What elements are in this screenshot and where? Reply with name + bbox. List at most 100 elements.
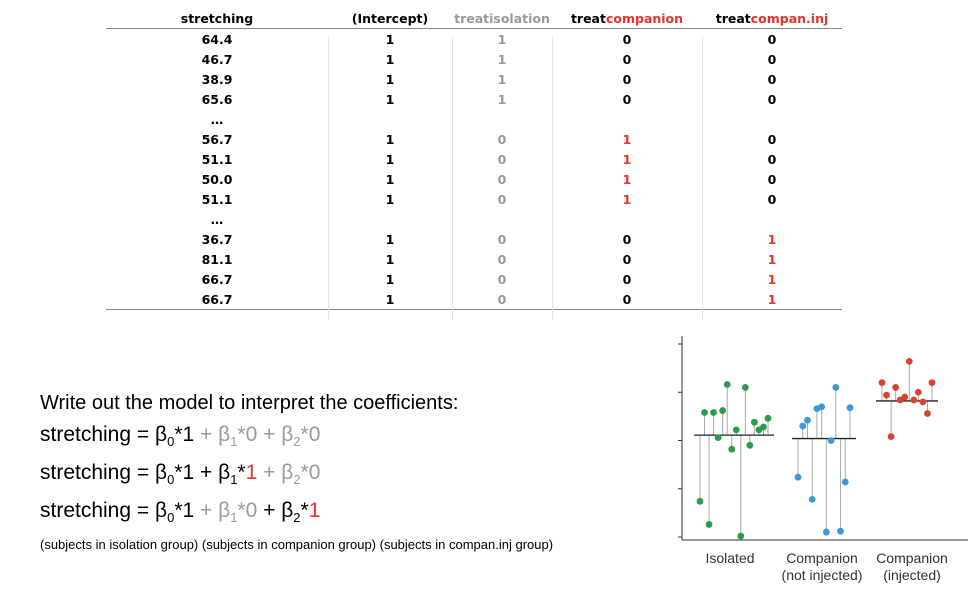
equation-term: 1: [245, 461, 258, 485]
x-tick-label: (not injected): [782, 567, 863, 583]
table-cell: [328, 109, 452, 129]
x-tick-label: Isolated: [705, 550, 754, 566]
table-cell: 1: [328, 289, 452, 310]
header-text: treatisolation: [454, 10, 550, 26]
equation-term: 0: [167, 472, 175, 488]
equation-term: *0: [300, 461, 321, 485]
equation-term: *: [300, 499, 309, 523]
data-point: [764, 414, 772, 422]
table-cell: 0: [767, 71, 777, 87]
table-cell: [702, 109, 842, 129]
table-body: 64.4 1 1 0 0 46.7 1 1 0 0 38.9 1 1 0 0 65.6 1 1 0 0… 56.7 1 0 1…: [106, 29, 842, 310]
data-point: [746, 441, 754, 449]
table-cell: 0: [622, 31, 632, 47]
equation-term: 1: [230, 472, 238, 488]
data-point: [919, 398, 927, 406]
table-cell: 0: [622, 231, 632, 247]
equation-term: 1: [308, 499, 321, 523]
data-point: [837, 527, 844, 535]
table-cell: 0: [497, 151, 507, 167]
equation-term: stretching =: [40, 499, 155, 523]
equation-term: 0: [167, 434, 175, 450]
data-point: [760, 423, 767, 431]
table-cell: …: [210, 211, 224, 227]
equation-term: *1: [174, 461, 195, 485]
header-cell: treatcompanion: [552, 8, 702, 29]
equation-term: 1: [230, 510, 238, 526]
equation-term: 0: [167, 510, 175, 526]
data-point: [705, 521, 713, 528]
data-point: [714, 434, 722, 442]
header-text: stretching: [180, 10, 254, 26]
equation-term: β: [154, 499, 168, 523]
table-cell: 1: [385, 131, 395, 147]
header-text: compan.inj: [750, 10, 829, 26]
table-cell: 46.7: [201, 51, 233, 67]
table-row: 38.9 1 1 0 0: [106, 69, 842, 89]
equation-term: stretching =: [40, 461, 155, 485]
table-cell: 0: [767, 151, 777, 167]
table-cell: 0: [622, 91, 632, 107]
table-cell: 1: [702, 289, 842, 310]
table-row: 56.7 1 0 1 0: [106, 129, 842, 149]
table-cell: 1: [622, 151, 632, 167]
header-text: (Intercept): [351, 10, 429, 26]
table-row: 81.1 1 0 0 1: [106, 249, 842, 269]
data-point: [822, 528, 830, 536]
column-divider: [552, 36, 553, 320]
table-cell: 0: [767, 31, 777, 47]
x-tick-label: Companion: [786, 550, 858, 566]
data-point: [799, 422, 807, 430]
table-cell: …: [210, 111, 224, 127]
table-row: …: [106, 209, 842, 229]
data-point: [696, 497, 704, 505]
data-point: [827, 437, 835, 444]
table-cell: 1: [385, 251, 395, 267]
x-tick-label: (injected): [883, 567, 941, 583]
table-cell: 81.1: [201, 251, 233, 267]
table-cell: 1: [497, 71, 507, 87]
table-cell: 1: [385, 231, 395, 247]
data-point: [737, 532, 745, 540]
table-cell: 1: [385, 271, 395, 287]
table-cell: 1: [497, 91, 507, 107]
table-row: 50.0 1 0 1 0: [106, 169, 842, 189]
equation-term: *1: [174, 499, 195, 523]
table-cell: 0: [497, 171, 507, 187]
data-point: [732, 426, 740, 434]
table-cell: 1: [385, 31, 395, 47]
data-point: [728, 445, 736, 453]
equation-term: β: [154, 423, 168, 446]
table-cell: 38.9: [201, 71, 233, 87]
equation-term: 2: [293, 510, 301, 526]
equation-term: *: [237, 461, 246, 485]
model-equation: stretching = β0*1 + β1*1 + β2*0: [40, 457, 553, 495]
table-row: 66.7 1 0 0 1: [106, 289, 842, 310]
data-point: [832, 384, 840, 391]
table-cell: 1: [385, 51, 395, 67]
table-row: 36.7 1 0 0 1: [106, 229, 842, 249]
table-cell: 0: [622, 251, 632, 267]
table-cell: 1: [622, 191, 632, 207]
table-row: 46.7 1 1 0 0: [106, 49, 842, 69]
header-text: treat: [715, 10, 751, 26]
table-cell: 0: [552, 289, 702, 310]
table-cell: 1: [767, 251, 777, 267]
data-point: [924, 410, 931, 417]
model-intro: Write out the model to interpret the coe…: [40, 392, 459, 414]
column-divider: [452, 36, 453, 320]
group-notes: (subjects in isolation group) (subjects …: [40, 536, 554, 552]
header-text: treat: [570, 10, 606, 26]
table-cell: 0: [767, 91, 777, 107]
table-row: 65.6 1 1 0 0: [106, 89, 842, 109]
header-cell: (Intercept): [328, 8, 452, 29]
data-point: [883, 391, 890, 399]
model-equation: stretching = β0*1 + β1*0 + β2*0: [40, 419, 553, 457]
table-cell: 0: [497, 131, 507, 147]
table-cell: 64.4: [201, 31, 233, 47]
table-cell: 1: [385, 171, 395, 187]
design-matrix-table: stretching (Intercept) treatisolation tr…: [106, 8, 842, 310]
table-cell: 0: [767, 191, 777, 207]
equation-term: + β: [257, 499, 294, 523]
table-cell: 0: [497, 231, 507, 247]
